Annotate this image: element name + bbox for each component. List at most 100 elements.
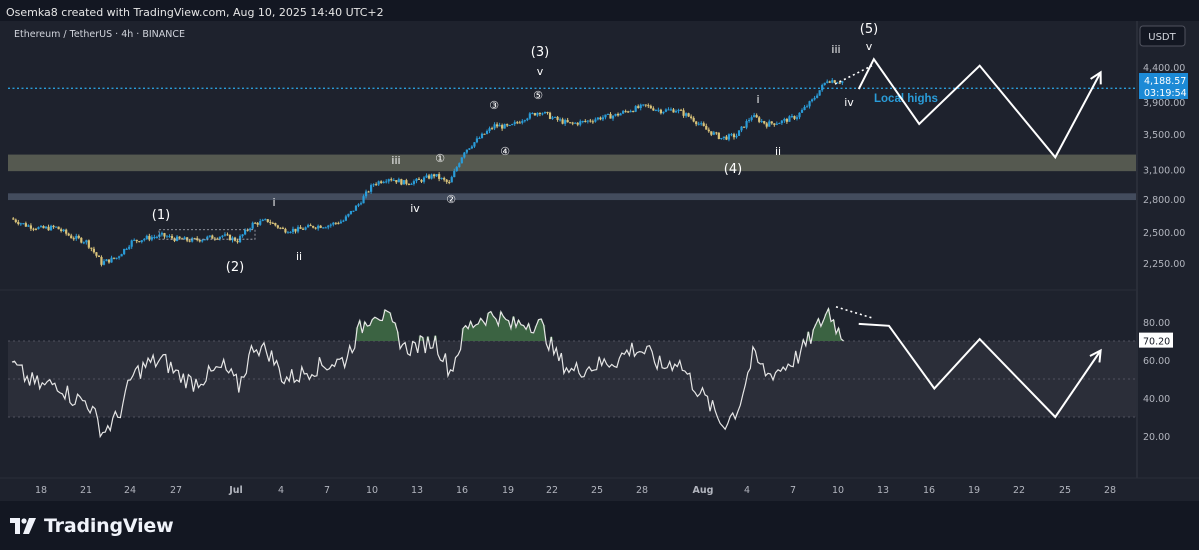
candle-body bbox=[241, 234, 244, 237]
candle-body bbox=[581, 120, 584, 122]
candle-body bbox=[264, 219, 267, 221]
time-tick: 16 bbox=[923, 485, 935, 496]
candle-body bbox=[183, 237, 186, 240]
candle-body bbox=[201, 240, 204, 242]
wave-label: ① bbox=[435, 152, 445, 165]
candle-body bbox=[115, 257, 118, 259]
candle-body bbox=[143, 238, 146, 241]
wave-label: iv bbox=[844, 96, 854, 109]
candle-body bbox=[654, 109, 657, 111]
time-tick: 25 bbox=[1059, 485, 1071, 496]
time-tick: Jul bbox=[228, 485, 243, 496]
candle-body bbox=[438, 174, 441, 179]
candle-body bbox=[380, 181, 383, 183]
candle-body bbox=[254, 222, 257, 224]
candle-body bbox=[246, 229, 249, 231]
candle-body bbox=[317, 225, 320, 229]
candle-body bbox=[221, 235, 224, 237]
candle-body bbox=[604, 114, 607, 118]
candle-body bbox=[337, 223, 340, 225]
candle-body bbox=[773, 123, 776, 125]
time-tick: 19 bbox=[968, 485, 980, 496]
candle-body bbox=[622, 111, 625, 114]
candle-body bbox=[584, 120, 587, 122]
candle-body bbox=[662, 111, 665, 114]
candle-body bbox=[521, 121, 524, 123]
candle-body bbox=[196, 238, 199, 241]
candle-body bbox=[538, 112, 542, 114]
candle-body bbox=[831, 80, 834, 83]
candle-body bbox=[722, 136, 725, 138]
candle-body bbox=[160, 233, 164, 235]
candle-body bbox=[372, 184, 375, 186]
candle-body bbox=[191, 238, 194, 242]
candle-body bbox=[609, 113, 612, 119]
candle-body bbox=[123, 248, 126, 255]
candle-body bbox=[508, 125, 511, 127]
candle-body bbox=[644, 104, 647, 106]
candle-body bbox=[768, 121, 771, 127]
candle-body bbox=[34, 228, 38, 230]
candle-body bbox=[357, 204, 360, 206]
candle-body bbox=[649, 105, 652, 109]
candle-body bbox=[611, 115, 615, 119]
candle-body bbox=[352, 210, 355, 212]
candle-body bbox=[616, 113, 620, 116]
time-tick: 24 bbox=[124, 485, 136, 496]
price-tick: 2,800.00 bbox=[1143, 195, 1185, 206]
candle-body bbox=[52, 225, 55, 228]
candle-body bbox=[181, 238, 184, 240]
rsi-tick: 60.00 bbox=[1143, 356, 1170, 367]
candle-body bbox=[591, 121, 594, 123]
candle-body bbox=[324, 227, 327, 229]
candle-body bbox=[475, 138, 479, 143]
supply-zone bbox=[8, 154, 1136, 172]
candle-body bbox=[679, 109, 683, 111]
candle-body bbox=[430, 174, 433, 179]
candle-body bbox=[506, 124, 509, 126]
wave-label: ③ bbox=[489, 99, 499, 112]
candle-body bbox=[702, 123, 705, 126]
candle-body bbox=[541, 113, 544, 115]
rsi-value-badge bbox=[1139, 332, 1173, 348]
candle-body bbox=[415, 178, 418, 182]
symbol-label: Ethereum / TetherUS · 4h · BINANCE bbox=[14, 29, 186, 40]
candle-body bbox=[168, 236, 171, 238]
candle-body bbox=[249, 228, 252, 231]
rsi-divergence-line bbox=[835, 306, 874, 319]
candle-body bbox=[513, 122, 516, 125]
chart-svg[interactable]: Local highs USDT 4,400.00 3,900.00 3,500.00… bbox=[0, 21, 1199, 501]
candle-body bbox=[276, 225, 279, 228]
candle-body bbox=[715, 132, 718, 134]
candle-body bbox=[511, 124, 514, 126]
rsi-tick: 80.00 bbox=[1143, 318, 1170, 329]
candle-body bbox=[319, 225, 322, 228]
wave-label: (4) bbox=[724, 162, 742, 177]
candle-body bbox=[304, 227, 307, 230]
candle-body bbox=[228, 234, 232, 241]
candle-body bbox=[188, 240, 191, 242]
candle-body bbox=[465, 149, 468, 153]
candle-body bbox=[823, 82, 826, 86]
candle-body bbox=[778, 123, 781, 125]
candle-body bbox=[329, 224, 332, 226]
candle-body bbox=[82, 242, 85, 244]
tradingview-footer[interactable]: TradingView bbox=[10, 514, 174, 538]
time-tick: 10 bbox=[366, 485, 378, 496]
wave-label: ii bbox=[775, 145, 781, 158]
candle-body bbox=[150, 237, 153, 240]
candle-body bbox=[518, 122, 521, 124]
candle-body bbox=[362, 196, 365, 204]
candle-body bbox=[586, 120, 589, 122]
tradingview-brand: TradingView bbox=[44, 515, 174, 537]
candle-body bbox=[674, 111, 678, 113]
candle-body bbox=[712, 132, 715, 135]
wave-label: ii bbox=[296, 250, 302, 263]
candle-body bbox=[193, 238, 196, 240]
candle-body bbox=[216, 238, 219, 240]
candle-body bbox=[501, 125, 504, 129]
candle-body bbox=[828, 81, 831, 83]
candle-body bbox=[289, 231, 292, 233]
candle-body bbox=[448, 181, 451, 183]
candle-body bbox=[397, 179, 400, 183]
